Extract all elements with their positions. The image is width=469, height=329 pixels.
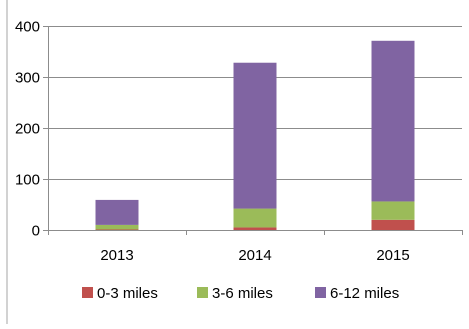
y-tick-label-100: 100 [15, 172, 40, 189]
legend: 0-3 miles 3-6 miles 6-12 miles [82, 285, 399, 302]
legend-label-3-6-miles: 3-6 miles [212, 285, 273, 302]
legend-label-6-12-miles: 6-12 miles [330, 285, 399, 302]
bar-2013-6-12-miles [95, 199, 139, 225]
bar-2013-3-6-miles [95, 224, 139, 230]
legend-swatch-6-12-miles [315, 287, 326, 298]
y-tick-label-300: 300 [15, 70, 40, 87]
tick-labels: 0 100 200 300 400 2013 2014 2015 [15, 19, 410, 265]
x-tick-label-2015: 2015 [376, 247, 409, 264]
legend-label-0-3-miles: 0-3 miles [97, 285, 158, 302]
bar-2015-6-12-miles [371, 40, 415, 202]
y-tick-label-0: 0 [32, 223, 40, 240]
y-tick-label-200: 200 [15, 121, 40, 138]
legend-swatch-3-6-miles [197, 287, 208, 298]
axes [6, 0, 463, 324]
bar-2015-0-3-miles [371, 219, 415, 230]
bar-2014-3-6-miles [233, 208, 277, 228]
x-tick-label-2013: 2013 [100, 247, 133, 264]
x-tick-label-2014: 2014 [238, 247, 271, 264]
y-tick-label-400: 400 [15, 19, 40, 36]
bar-2015-3-6-miles [371, 201, 415, 220]
bar-2013-0-3-miles [95, 229, 139, 230]
bar-2014-0-3-miles [233, 227, 277, 230]
bars [95, 40, 415, 230]
bar-2014-6-12-miles [233, 62, 277, 209]
legend-swatch-0-3-miles [82, 287, 93, 298]
